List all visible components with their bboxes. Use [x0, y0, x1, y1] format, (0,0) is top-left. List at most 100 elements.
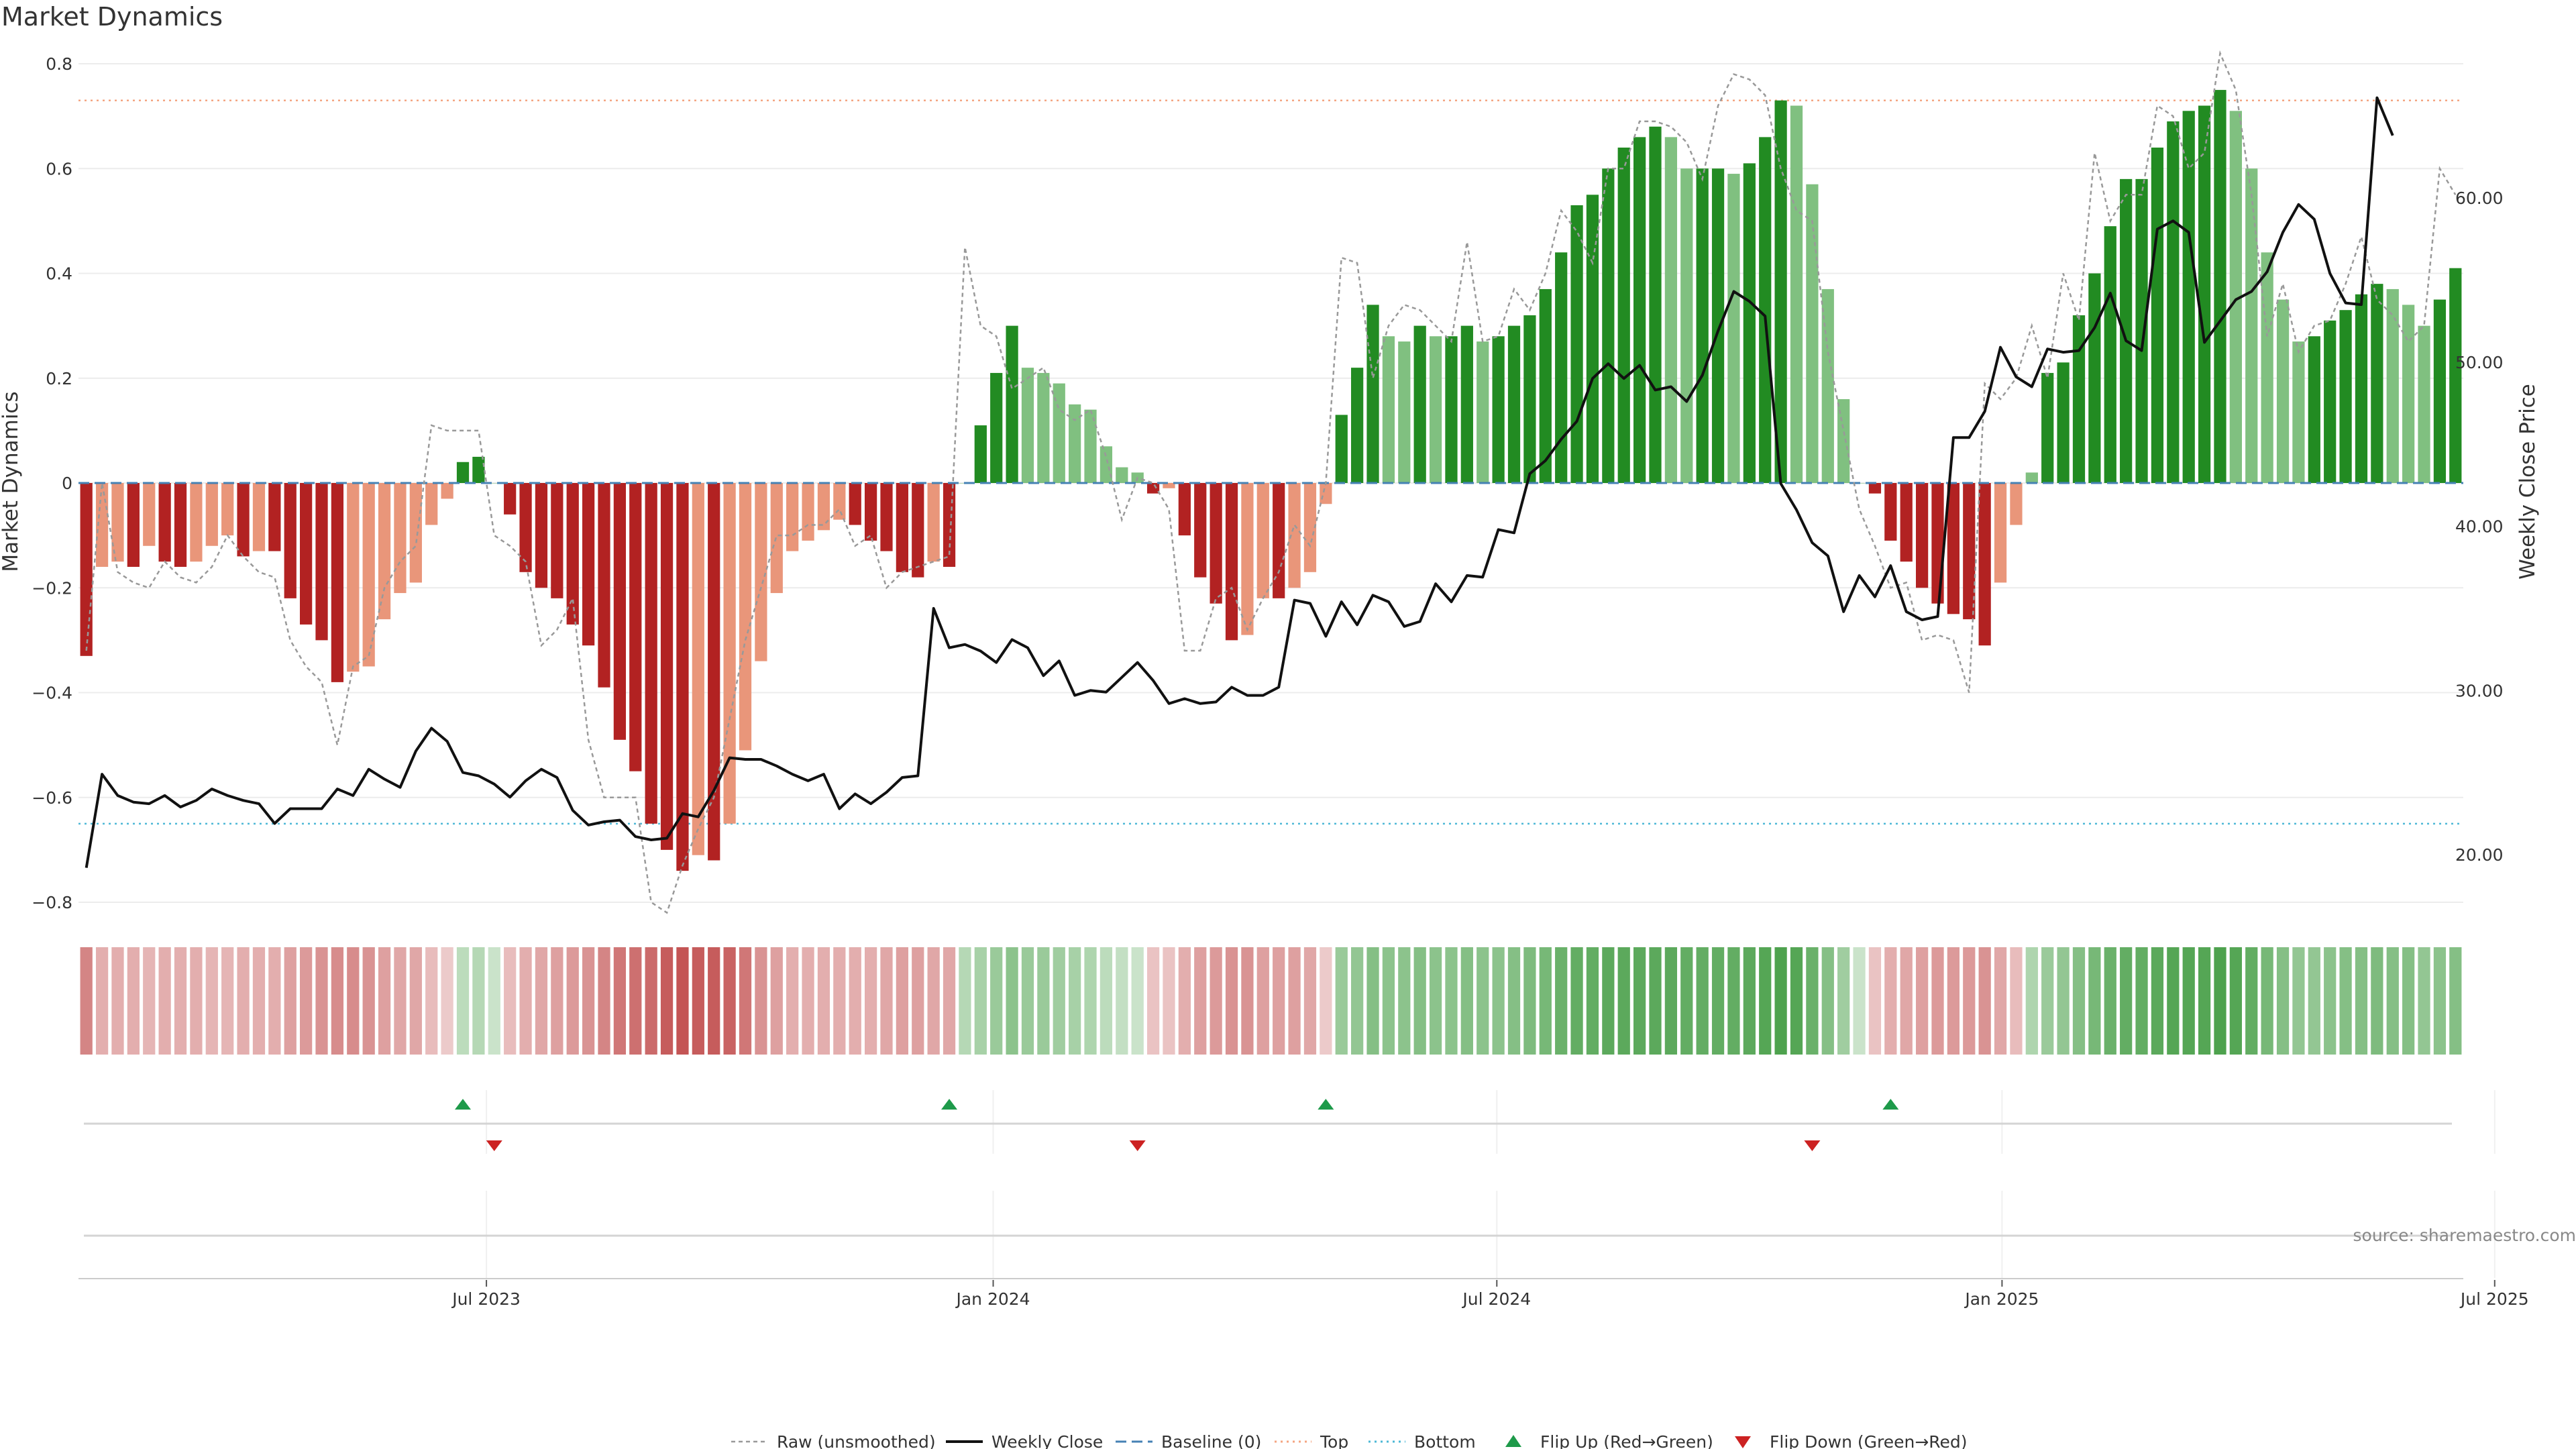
dynamics-bar [708, 483, 720, 861]
right-axis-ticks: 20.00 30.00 40.00 50.00 60.00 [2455, 189, 2504, 865]
dynamics-bar [2104, 226, 2116, 483]
heatmap-cell [959, 947, 971, 1055]
right-tick-label: 40.00 [2455, 517, 2504, 537]
dynamics-bar [2041, 372, 2054, 483]
dynamics-bar [95, 483, 109, 567]
dynamics-bar [2355, 294, 2368, 483]
heatmap-cell [2324, 947, 2337, 1055]
dynamics-bar [1649, 126, 1662, 483]
legend-flip-down-icon [1735, 1436, 1751, 1448]
weekly-close-line [85, 96, 2394, 868]
chart-title: Market Dynamics [1, 2, 223, 32]
dynamics-bar [2135, 178, 2148, 483]
heatmap-cell [1649, 947, 1662, 1055]
heatmap-cell [111, 947, 124, 1055]
dynamics-bar [1178, 483, 1191, 536]
dynamics-bar [1633, 137, 1646, 483]
dynamics-bar [1806, 184, 1819, 483]
heatmap-cell [284, 947, 297, 1055]
dynamics-bar [864, 483, 877, 541]
dynamics-bar [1303, 483, 1317, 572]
heatmap-cell [2245, 947, 2258, 1055]
dynamics-bar [1680, 168, 1693, 483]
dynamics-bar [1931, 483, 1944, 604]
heatmap-cell [990, 947, 1003, 1055]
heatmap-cell [1602, 947, 1615, 1055]
heatmap-cell [2292, 947, 2305, 1055]
dynamics-bar [1116, 467, 1128, 483]
dynamics-bar [315, 483, 328, 641]
dynamics-bar [1037, 372, 1050, 483]
dynamics-bar [943, 483, 956, 567]
heatmap-cell [1477, 947, 1489, 1055]
heatmap-cell [2120, 947, 2133, 1055]
heatmap-cell [1743, 947, 1756, 1055]
dynamics-bar [409, 483, 422, 583]
dynamics-bar [551, 483, 564, 598]
dynamics-bar [1099, 446, 1113, 483]
dynamics-bar [1194, 483, 1207, 578]
dynamics-bar [331, 483, 344, 682]
dynamics-bar [504, 483, 517, 515]
dynamics-bar [1021, 368, 1034, 483]
left-axis-label: Market Dynamics [0, 391, 23, 572]
dynamics-bar [1241, 483, 1254, 635]
flip-down-marker [1804, 1140, 1821, 1151]
heatmap-cell [755, 947, 767, 1055]
dynamics-bar [1617, 148, 1630, 483]
x-tick-label: Jan 2025 [1964, 1289, 2039, 1309]
dynamics-bar [127, 483, 140, 567]
heatmap-cell [1320, 947, 1332, 1055]
dynamics-bar [1696, 168, 1709, 483]
dynamics-bar [441, 483, 453, 499]
heatmap-cell [692, 947, 704, 1055]
date-axis: Jul 2023 Jan 2024 Jul 2024 Jan 2025 Jul 2025 [78, 1278, 2529, 1309]
heatmap-cell [1853, 947, 1866, 1055]
dynamics-bar [1273, 483, 1285, 598]
heatmap-cell [1037, 947, 1050, 1055]
heatmap-cell [1351, 947, 1364, 1055]
dynamics-bar [1069, 404, 1081, 483]
dynamics-bar [645, 483, 657, 824]
heatmap-cell [817, 947, 830, 1055]
dynamics-bar [1163, 483, 1175, 488]
heatmap-cell [252, 947, 266, 1055]
dynamics-bar [1210, 483, 1222, 604]
dynamics-bar [347, 483, 360, 672]
heatmap-cell [80, 947, 93, 1055]
heatmap-cell [1963, 947, 1976, 1055]
heatmap-cell [2261, 947, 2273, 1055]
heatmap-cell [1727, 947, 1740, 1055]
heatmap-cell [912, 947, 924, 1055]
dynamics-bar [252, 483, 266, 551]
heatmap-cell [1696, 947, 1709, 1055]
heatmap-cell [613, 947, 627, 1055]
x-tick-label: Jan 2024 [955, 1289, 1030, 1309]
legend-label: Flip Down (Green→Red) [1770, 1432, 1968, 1449]
dynamics-bar [2433, 299, 2447, 483]
dynamics-bar [896, 483, 908, 572]
dynamics-bar [1602, 168, 1615, 483]
heatmap-cell [551, 947, 564, 1055]
heatmap-cell [378, 947, 391, 1055]
heatmap-cell [1084, 947, 1097, 1055]
heatmap-cell [409, 947, 422, 1055]
heatmap-cell [1131, 947, 1144, 1055]
heatmap-cell [943, 947, 956, 1055]
heatmap-cell [347, 947, 360, 1055]
left-tick-label: 0.6 [46, 159, 72, 178]
dynamics-bar [723, 483, 736, 824]
dynamics-bar [2308, 336, 2320, 483]
left-tick-label: 0.4 [46, 264, 72, 284]
dynamics-bar [1664, 137, 1678, 483]
dynamics-bar [1053, 383, 1065, 483]
dynamics-bar [1727, 174, 1740, 483]
heatmap-cell [535, 947, 548, 1055]
dynamics-bar [2151, 148, 2164, 483]
dynamics-bar [2261, 252, 2273, 483]
heatmap-cell [1523, 947, 1536, 1055]
dynamics-bar [2324, 320, 2337, 483]
dynamics-bar [1445, 336, 1458, 483]
heatmap-cell [221, 947, 234, 1055]
heatmap-cell [1194, 947, 1207, 1055]
